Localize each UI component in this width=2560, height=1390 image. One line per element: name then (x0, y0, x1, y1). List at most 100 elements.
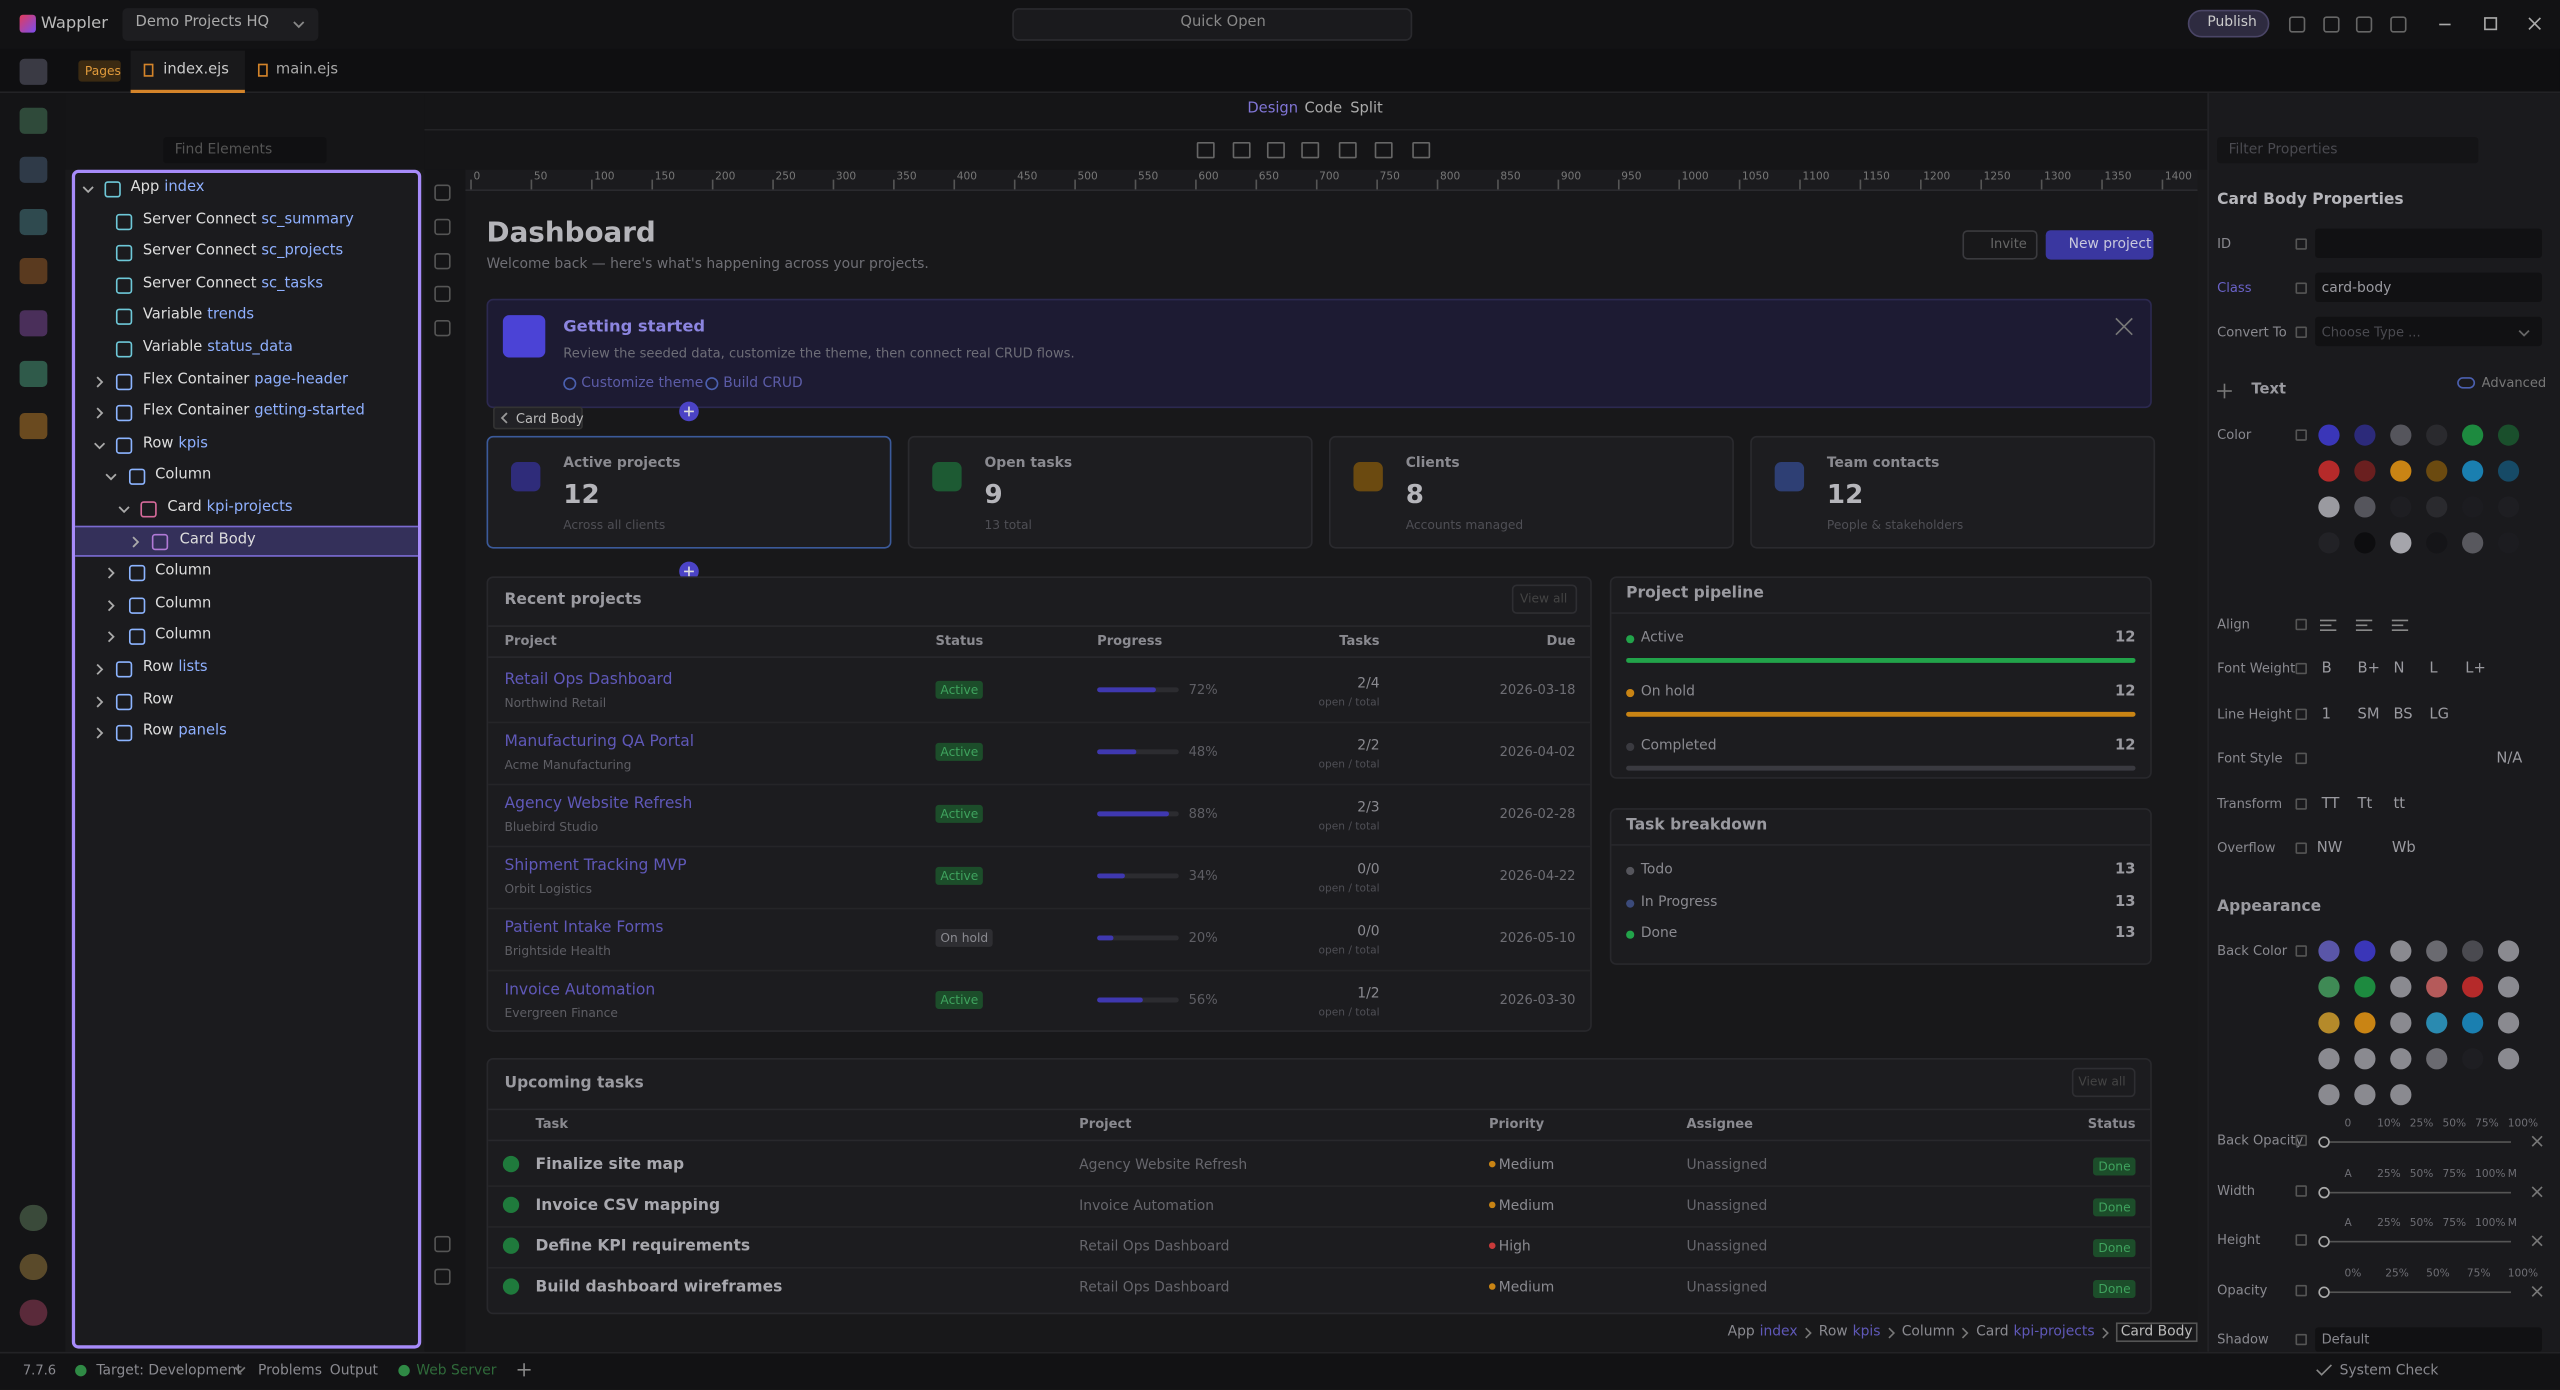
slider-thumb[interactable] (2318, 1236, 2329, 1247)
option-button[interactable]: SM (2358, 706, 2380, 724)
color-swatch[interactable] (2318, 1048, 2339, 1069)
gutter-icon[interactable] (434, 219, 450, 235)
color-swatch[interactable] (2318, 424, 2339, 445)
activity-icon[interactable] (20, 258, 48, 284)
gutter-icon[interactable] (434, 1236, 450, 1252)
gutter-icon[interactable] (434, 286, 450, 302)
color-swatch[interactable] (2498, 976, 2519, 997)
breadcrumb-item[interactable]: Cardkpi-projects (1976, 1324, 2094, 1341)
tree-node[interactable]: Rowpanels (143, 724, 227, 742)
tree-node[interactable]: Flex Containerpage-header (143, 372, 348, 390)
target-select[interactable]: Target: Development (96, 1363, 241, 1380)
option-button[interactable]: LG (2429, 706, 2449, 724)
web-server[interactable]: Web Server (416, 1363, 496, 1380)
tree-node[interactable]: Rowkpis (143, 436, 208, 454)
tree-node[interactable]: Cardkpi-projects (167, 500, 292, 518)
project-name[interactable]: Patient Intake Forms (504, 919, 663, 938)
activity-icon[interactable] (20, 1205, 48, 1231)
tree-node[interactable]: Rowlists (143, 660, 208, 678)
option-button[interactable]: NW (2317, 840, 2343, 858)
system-check[interactable]: System Check (2340, 1363, 2439, 1380)
color-swatch[interactable] (2354, 940, 2375, 961)
color-swatch[interactable] (2318, 496, 2339, 517)
tree-node[interactable]: Flex Containergetting-started (143, 404, 365, 422)
activity-icon[interactable] (20, 108, 48, 134)
color-swatch[interactable] (2354, 424, 2375, 445)
color-swatch[interactable] (2426, 424, 2447, 445)
color-swatch[interactable] (2498, 460, 2519, 481)
color-swatch[interactable] (2390, 940, 2411, 961)
gutter-icon[interactable] (434, 184, 450, 200)
tree-node[interactable]: Variabletrends (143, 308, 254, 326)
tree-node[interactable]: Server Connectsc_projects (143, 244, 343, 262)
tree-node[interactable]: Card Body (180, 532, 256, 550)
view-mode[interactable]: Code (1304, 101, 1342, 119)
color-swatch[interactable] (2354, 1012, 2375, 1033)
gutter-icon[interactable] (434, 253, 450, 269)
color-swatch[interactable] (2390, 424, 2411, 445)
breadcrumb-item[interactable]: Rowkpis (1819, 1324, 1881, 1341)
activity-icon[interactable] (20, 310, 48, 336)
project-name[interactable]: Manufacturing QA Portal (504, 733, 694, 752)
option-button[interactable]: TT (2322, 796, 2340, 814)
color-swatch[interactable] (2462, 460, 2483, 481)
device-icon[interactable] (1233, 142, 1251, 158)
option-button[interactable]: tt (2393, 796, 2405, 814)
color-swatch[interactable] (2318, 1012, 2339, 1033)
tree-node[interactable]: Variablestatus_data (143, 340, 293, 358)
breadcrumb-item[interactable]: Column (1902, 1324, 1955, 1341)
project-name[interactable]: Shipment Tracking MVP (504, 857, 686, 876)
activity-icon[interactable] (20, 1300, 48, 1326)
color-swatch[interactable] (2318, 532, 2339, 553)
color-swatch[interactable] (2426, 460, 2447, 481)
device-icon[interactable] (1375, 142, 1393, 158)
activity-icon[interactable] (20, 1254, 48, 1280)
color-swatch[interactable] (2390, 1012, 2411, 1033)
color-swatch[interactable] (2462, 940, 2483, 961)
color-swatch[interactable] (2462, 976, 2483, 997)
project-name[interactable]: Invoice Automation (504, 981, 655, 1000)
option-button[interactable]: N (2393, 660, 2404, 678)
color-swatch[interactable] (2318, 940, 2339, 961)
status-item[interactable]: Output (330, 1363, 378, 1380)
gutter-icon[interactable] (434, 1269, 450, 1285)
color-swatch[interactable] (2462, 1048, 2483, 1069)
color-swatch[interactable] (2390, 1048, 2411, 1069)
color-swatch[interactable] (2390, 532, 2411, 553)
banner-link[interactable]: Customize theme (581, 376, 703, 393)
color-swatch[interactable] (2318, 976, 2339, 997)
activity-icon[interactable] (20, 361, 48, 387)
color-swatch[interactable] (2426, 940, 2447, 961)
slider-thumb[interactable] (2318, 1136, 2329, 1147)
device-icon[interactable] (1412, 142, 1430, 158)
view-mode[interactable]: Split (1350, 101, 1383, 119)
color-swatch[interactable] (2462, 496, 2483, 517)
option-button[interactable]: Tt (2358, 796, 2373, 814)
option-button[interactable]: 1 (2322, 706, 2331, 724)
banner-link[interactable]: Build CRUD (723, 376, 802, 393)
color-swatch[interactable] (2354, 496, 2375, 517)
color-swatch[interactable] (2426, 496, 2447, 517)
device-icon[interactable] (1301, 142, 1319, 158)
color-swatch[interactable] (2354, 532, 2375, 553)
gutter-icon[interactable] (434, 320, 450, 336)
activity-icon[interactable] (20, 157, 48, 183)
tree-node[interactable]: Server Connectsc_tasks (143, 276, 323, 294)
color-swatch[interactable] (2390, 496, 2411, 517)
project-name[interactable]: Retail Ops Dashboard (504, 671, 672, 690)
tree-node[interactable]: Row (143, 692, 174, 710)
color-swatch[interactable] (2498, 532, 2519, 553)
color-swatch[interactable] (2498, 1048, 2519, 1069)
color-swatch[interactable] (2462, 532, 2483, 553)
view-mode[interactable]: Design (1247, 101, 1298, 119)
tree-node[interactable]: Column (155, 596, 211, 614)
color-swatch[interactable] (2354, 1048, 2375, 1069)
color-swatch[interactable] (2498, 424, 2519, 445)
device-icon[interactable] (1339, 142, 1357, 158)
color-swatch[interactable] (2426, 1048, 2447, 1069)
tree-node[interactable]: Column (155, 564, 211, 582)
breadcrumb-item[interactable]: Appindex (1728, 1324, 1798, 1341)
color-swatch[interactable] (2426, 1012, 2447, 1033)
project-name[interactable]: Agency Website Refresh (504, 795, 692, 814)
color-swatch[interactable] (2318, 460, 2339, 481)
